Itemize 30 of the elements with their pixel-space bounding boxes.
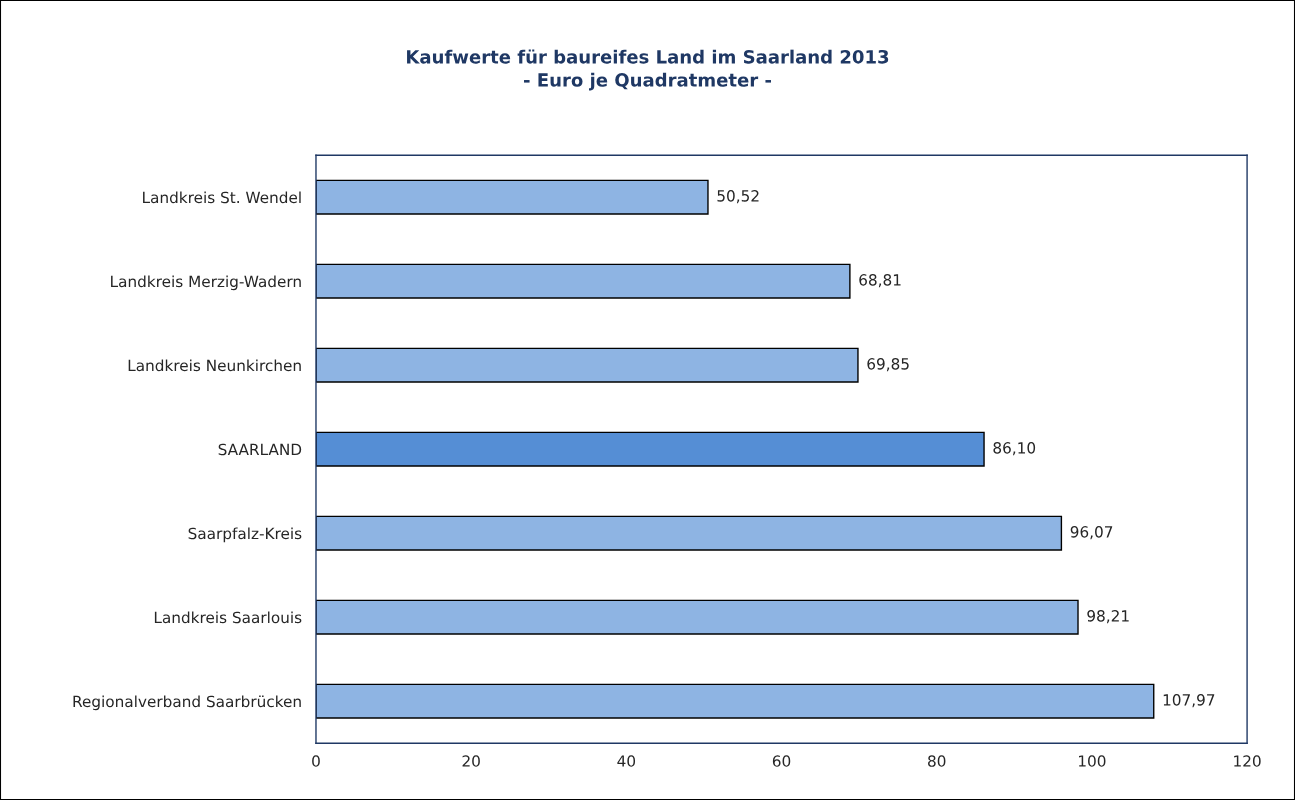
bar xyxy=(315,599,1079,635)
y-tick-label: Landkreis Saarlouis xyxy=(154,611,302,624)
chart-title: Kaufwerte für baureifes Land im Saarland 2013 xyxy=(407,49,889,64)
data-label: 86,10 xyxy=(993,442,1036,456)
data-label: 96,07 xyxy=(1070,526,1113,540)
y-tick-label: Landkreis Neunkirchen xyxy=(128,359,301,372)
bar xyxy=(315,263,851,299)
x-tick-label: 40 xyxy=(617,755,636,767)
x-tick-label: 80 xyxy=(928,755,946,767)
chart-subtitle: - Euro je Quadratmeter - xyxy=(524,72,771,91)
y-tick-label: SAARLAND xyxy=(218,443,302,456)
y-tick-label: Regionalverband Saarbrücken xyxy=(73,695,301,711)
data-label: 98,21 xyxy=(1087,610,1129,624)
data-label: 68,81 xyxy=(859,274,901,288)
bar xyxy=(315,347,859,383)
bar xyxy=(315,179,709,215)
bar xyxy=(315,683,1155,719)
y-tick-label: Landkreis Merzig-Wadern xyxy=(111,275,301,291)
data-label: 50,52 xyxy=(717,190,759,204)
data-label: 69,85 xyxy=(867,358,909,372)
y-tick-label: Saarpfalz-Kreis xyxy=(188,527,302,543)
x-tick-label: 0 xyxy=(312,755,320,767)
x-tick-label: 20 xyxy=(462,755,480,767)
bar xyxy=(315,431,985,467)
x-tick-label: 120 xyxy=(1234,755,1261,767)
x-tick-label: 100 xyxy=(1079,755,1106,767)
y-tick-label: Landkreis St. Wendel xyxy=(143,191,301,204)
data-label: 107,97 xyxy=(1163,694,1215,708)
bar xyxy=(315,515,1063,551)
x-tick-label: 60 xyxy=(772,755,791,767)
